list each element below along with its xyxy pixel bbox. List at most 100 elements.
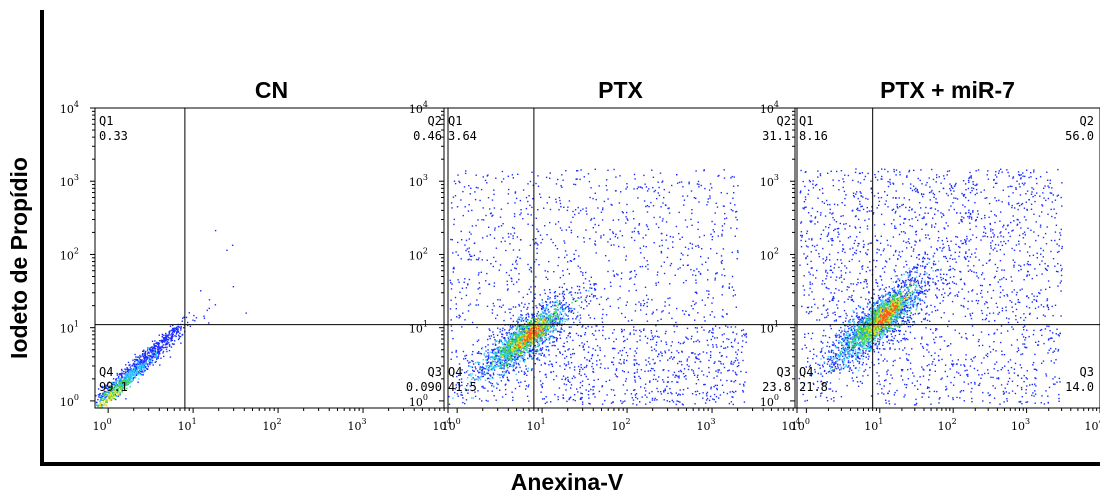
event-dot xyxy=(501,170,504,173)
event-dot xyxy=(153,345,156,347)
event-dot xyxy=(591,287,593,289)
event-dot xyxy=(529,353,531,356)
event-dot xyxy=(638,375,640,378)
event-dot xyxy=(99,396,102,399)
event-dot xyxy=(564,256,566,259)
event-dot xyxy=(557,398,559,401)
event-dot xyxy=(714,337,716,339)
event-dot xyxy=(550,322,553,324)
event-dot xyxy=(625,378,627,380)
event-dot xyxy=(647,228,650,230)
event-dot xyxy=(506,280,508,282)
event-dot xyxy=(535,217,537,219)
event-dot xyxy=(492,331,494,333)
event-dot xyxy=(523,361,526,363)
event-dot xyxy=(517,356,519,358)
event-dot xyxy=(634,376,636,378)
event-dot xyxy=(682,342,684,345)
event-dot xyxy=(541,311,544,313)
event-dot xyxy=(540,316,542,318)
event-dot xyxy=(643,387,646,389)
event-dot xyxy=(654,362,656,364)
event-dot xyxy=(600,235,602,237)
event-dot xyxy=(158,342,160,345)
event-dot xyxy=(454,182,457,185)
event-dot xyxy=(662,218,664,220)
event-dot xyxy=(713,377,715,379)
event-dot xyxy=(124,380,127,382)
event-dot xyxy=(513,331,516,333)
event-dot xyxy=(591,354,594,356)
event-dot xyxy=(115,394,118,397)
event-dot xyxy=(566,289,568,291)
x-tick-exponent: 4 xyxy=(446,417,451,426)
event-dot xyxy=(460,391,463,394)
event-dot xyxy=(707,198,709,200)
event-dot xyxy=(149,363,151,366)
event-dot xyxy=(468,304,470,307)
event-dot xyxy=(484,374,486,376)
event-dot xyxy=(550,319,552,322)
event-dot xyxy=(520,381,522,383)
event-dot xyxy=(718,397,720,399)
event-dot xyxy=(504,361,506,364)
event-dot xyxy=(735,211,737,213)
event-dot xyxy=(536,334,539,336)
event-dot xyxy=(697,312,699,314)
event-dot xyxy=(515,353,517,355)
event-dot xyxy=(477,288,479,290)
event-dot xyxy=(195,317,198,319)
event-dot xyxy=(110,392,112,394)
event-dot xyxy=(562,295,564,298)
event-dot xyxy=(693,372,695,374)
event-dot xyxy=(524,303,526,305)
event-dot xyxy=(136,365,138,367)
event-dot xyxy=(496,373,499,376)
event-dot xyxy=(714,279,716,281)
event-dot xyxy=(682,310,684,312)
event-dot xyxy=(128,381,130,384)
event-dot xyxy=(580,209,582,212)
event-dot xyxy=(711,331,713,334)
event-dot xyxy=(106,393,108,396)
event-dot xyxy=(547,298,549,300)
event-dot xyxy=(672,246,674,248)
event-dot xyxy=(555,198,557,201)
event-dot xyxy=(663,381,665,383)
event-dot xyxy=(527,351,529,353)
event-dot xyxy=(138,371,140,373)
event-dot xyxy=(556,299,558,302)
event-dot xyxy=(516,358,518,361)
event-dot xyxy=(498,269,500,271)
event-dot xyxy=(125,382,127,384)
event-dot xyxy=(496,314,499,316)
event-dot xyxy=(636,188,638,190)
event-dot xyxy=(737,251,739,254)
event-dot xyxy=(510,356,513,358)
event-dot xyxy=(692,308,694,310)
event-dot xyxy=(556,317,558,320)
event-dot xyxy=(520,334,522,336)
event-dot xyxy=(694,403,696,405)
event-dot xyxy=(468,251,470,253)
event-dot xyxy=(487,344,489,346)
event-dot xyxy=(134,360,136,363)
event-dot xyxy=(692,300,694,302)
event-dot xyxy=(536,321,539,323)
event-dot xyxy=(741,345,743,348)
event-dot xyxy=(633,375,636,378)
event-dot xyxy=(528,302,530,305)
event-dot xyxy=(518,273,520,275)
event-dot xyxy=(558,313,561,316)
event-dot xyxy=(96,404,98,406)
event-dot xyxy=(514,343,517,346)
event-dot xyxy=(494,227,496,229)
event-dot xyxy=(531,322,534,325)
event-dot xyxy=(518,318,520,321)
event-dot xyxy=(132,359,134,361)
event-dot xyxy=(452,252,454,254)
event-dot xyxy=(531,300,534,302)
event-dot xyxy=(515,348,517,350)
event-dot xyxy=(745,371,747,373)
